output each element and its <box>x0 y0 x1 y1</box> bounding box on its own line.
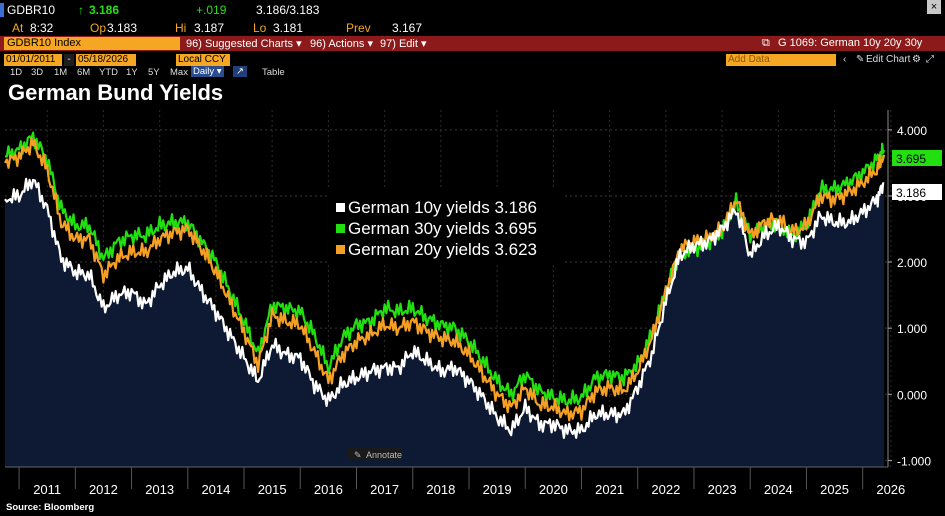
add-data-input[interactable]: Add Data <box>726 54 836 66</box>
last-value-tag-1: 3.695 <box>896 152 926 166</box>
time-value: 8:32 <box>30 21 54 35</box>
gear-icon[interactable]: ⚙ <box>912 54 921 65</box>
annotate-button[interactable]: ✎ Annotate <box>348 448 402 460</box>
legend-label-20y: German 20y yields 3.623 <box>348 240 537 259</box>
y-tick-label-3: 1.000 <box>897 322 927 336</box>
x-tick-label-13: 2024 <box>764 482 793 497</box>
open-label: Op <box>90 21 107 35</box>
frequency-select[interactable]: Daily ▾ <box>191 66 224 77</box>
actions-button[interactable]: 96) Actions ▾ <box>310 38 373 50</box>
series-10y-area <box>5 178 885 467</box>
legend-swatch-20y <box>336 245 345 254</box>
last-price: 3.186 <box>89 3 120 17</box>
last-value-tag-0: 3.186 <box>896 186 926 200</box>
x-tick-label-4: 2015 <box>258 482 287 497</box>
chart-id: G 1069: German 10y 20y 30y <box>778 37 923 49</box>
legend-swatch-30y <box>336 224 345 233</box>
chart-title: German Bund Yields <box>8 80 224 105</box>
x-tick-label-11: 2022 <box>651 482 680 497</box>
period-row: 1D 3D 1M 6M YTD 1Y 5Y Max Daily ▾ ↗ Tabl… <box>0 66 945 80</box>
x-tick-label-6: 2017 <box>370 482 399 497</box>
legend-label-30y: German 30y yields 3.695 <box>348 219 537 238</box>
table-button[interactable]: Table <box>262 67 285 78</box>
period-1m[interactable]: 1M <box>54 67 68 78</box>
x-tick-label-1: 2012 <box>89 482 118 497</box>
series-lines <box>4 131 886 439</box>
y-tick-label-5: -1.000 <box>897 454 931 468</box>
end-date-field[interactable]: 05/18/2026 <box>76 54 136 66</box>
net-change: +.019 <box>196 3 227 17</box>
bid-ask: 3.186/3.183 <box>256 3 320 17</box>
period-5y[interactable]: 5Y <box>148 67 160 78</box>
low-value: 3.181 <box>273 21 304 35</box>
x-tick-label-9: 2020 <box>539 482 568 497</box>
close-icon[interactable]: × <box>927 0 941 14</box>
legend-box <box>328 189 563 264</box>
period-6m[interactable]: 6M <box>77 67 91 78</box>
edit-chart-icon[interactable]: ✎ <box>856 54 865 65</box>
x-tick-label-8: 2019 <box>483 482 512 497</box>
series-line-0 <box>4 177 885 439</box>
source-note: Source: Bloomberg <box>6 502 95 513</box>
chart-area: 4.0003.0002.0001.0000.000-1.0003.6953.18… <box>4 110 942 497</box>
series-line-2 <box>4 137 886 422</box>
last-value-tag-bg-1 <box>892 150 942 166</box>
last-value-tag-bg-0 <box>892 184 942 200</box>
ticker[interactable]: GDBR10 <box>7 3 56 17</box>
prev-value: 3.167 <box>392 21 423 35</box>
start-date-field[interactable]: 01/01/2011 <box>4 54 62 66</box>
legend: German 10y yields 3.186 German 30y yield… <box>328 189 563 264</box>
ticker-marker <box>0 3 4 17</box>
x-tick-label-2: 2013 <box>145 482 174 497</box>
x-tick-label-5: 2016 <box>314 482 343 497</box>
low-label: Lo <box>253 21 267 35</box>
x-tick-label-15: 2026 <box>876 482 905 497</box>
prev-label: Prev <box>346 21 371 35</box>
x-axis: 2011 2012 2013 2014 2015 2016 2017 2018 2019 2020… <box>5 466 905 497</box>
y-tick-label-0: 4.000 <box>897 124 927 138</box>
y-axis: 4.0003.0002.0001.0000.000-1.0003.6953.18… <box>887 110 942 468</box>
security-field[interactable]: GDBR10 Index <box>4 37 180 50</box>
up-arrow-icon: ↑ <box>78 3 84 17</box>
suggested-charts-button[interactable]: 96) Suggested Charts ▾ <box>186 38 302 50</box>
maximize-icon[interactable]: ⤢ <box>926 54 934 65</box>
x-tick-label-7: 2018 <box>426 482 455 497</box>
period-max[interactable]: Max <box>170 67 188 78</box>
edit-button[interactable]: 97) Edit ▾ <box>380 38 427 50</box>
line-chart-icon[interactable]: ↗ <box>233 66 247 77</box>
settings-icon[interactable]: ‹ <box>843 54 847 65</box>
x-tick-label-3: 2014 <box>201 482 230 497</box>
currency-select[interactable]: Local CCY <box>176 54 230 66</box>
svg-text:✎: ✎ <box>354 450 362 460</box>
quote-bar: GDBR10 ↑ 3.186 +.019 3.186/3.183 × <box>0 0 945 20</box>
period-1d[interactable]: 1D <box>10 67 23 78</box>
toolbar: 96) Suggested Charts ▾ 96) Actions ▾ 97)… <box>0 36 945 51</box>
annotate-label: Annotate <box>366 450 402 460</box>
x-tick-label-10: 2021 <box>595 482 624 497</box>
high-label: Hi <box>175 21 187 35</box>
time-label: At <box>12 21 24 35</box>
period-1y[interactable]: 1Y <box>126 67 138 78</box>
x-tick-label-0: 2011 <box>33 482 61 497</box>
x-tick-label-12: 2023 <box>708 482 737 497</box>
y-tick-label-4: 0.000 <box>897 388 927 402</box>
high-value: 3.187 <box>194 21 225 35</box>
open-value: 3.183 <box>107 21 138 35</box>
y-tick-label-2: 2.000 <box>897 256 927 270</box>
period-3d[interactable]: 3D <box>31 67 44 78</box>
edit-chart-button[interactable]: Edit Chart <box>866 54 911 65</box>
period-ytd[interactable]: YTD <box>99 67 118 78</box>
date-separator: - <box>64 54 74 66</box>
legend-label-10y: German 10y yields 3.186 <box>348 198 537 217</box>
legend-swatch-10y <box>336 203 345 212</box>
date-row: 01/01/2011 - 05/18/2026 Local CCY Add Da… <box>0 53 945 67</box>
launch-icon[interactable]: ⧉ <box>762 37 770 49</box>
x-tick-label-14: 2025 <box>820 482 849 497</box>
quote-stats: At 8:32 Op 3.183 Hi 3.187 Lo 3.181 Prev … <box>0 20 945 36</box>
